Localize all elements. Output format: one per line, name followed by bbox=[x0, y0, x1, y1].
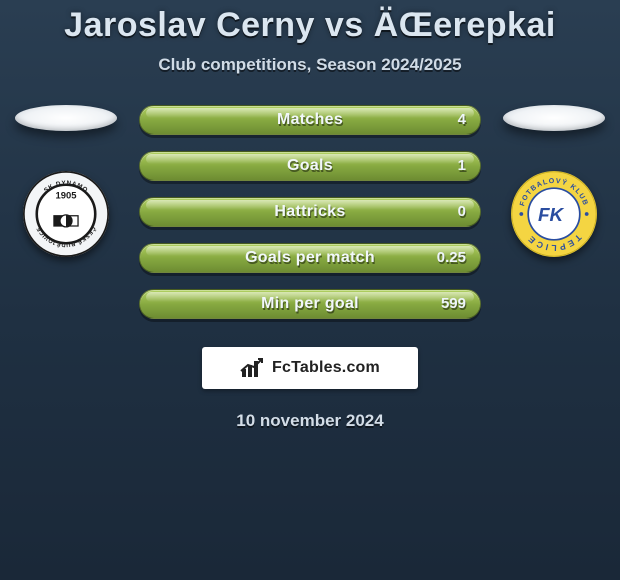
stat-label: Matches bbox=[140, 106, 480, 134]
player-left-avatar-placeholder bbox=[15, 105, 117, 131]
svg-text:1905: 1905 bbox=[55, 191, 76, 202]
svg-text:FK: FK bbox=[538, 205, 565, 226]
stat-label: Hattricks bbox=[140, 198, 480, 226]
bar-chart-icon bbox=[240, 357, 266, 379]
stat-row-hattricks: Hattricks 0 bbox=[139, 197, 481, 227]
stat-label: Min per goal bbox=[140, 290, 480, 318]
stat-row-matches: Matches 4 bbox=[139, 105, 481, 135]
stat-value-right: 599 bbox=[441, 290, 466, 318]
page-subtitle: Club competitions, Season 2024/2025 bbox=[0, 55, 620, 75]
brand-footer-box: FcTables.com bbox=[202, 347, 418, 389]
stat-row-goals: Goals 1 bbox=[139, 151, 481, 181]
stat-row-min-per-goal: Min per goal 599 bbox=[139, 289, 481, 319]
brand-text: FcTables.com bbox=[272, 359, 380, 377]
club-badge-right: FOTBALOVÝ KLUB TEPLICE FK bbox=[511, 171, 597, 257]
stat-label: Goals bbox=[140, 152, 480, 180]
player-right-avatar-placeholder bbox=[503, 105, 605, 131]
player-left-column: 1905 SK DYNAMO ČESKÉ BUDĚJOVICE bbox=[11, 105, 121, 257]
stat-value-right: 1 bbox=[458, 152, 466, 180]
page-title: Jaroslav Cerny vs ÄŒerepkai bbox=[0, 6, 620, 45]
dynamo-badge-icon: 1905 SK DYNAMO ČESKÉ BUDĚJOVICE bbox=[23, 171, 109, 257]
stat-value-right: 0 bbox=[458, 198, 466, 226]
player-right-column: FOTBALOVÝ KLUB TEPLICE FK bbox=[499, 105, 609, 257]
stat-label: Goals per match bbox=[140, 244, 480, 272]
stat-bars: Matches 4 Goals 1 Hattricks 0 Goals per … bbox=[139, 105, 481, 335]
stat-value-right: 4 bbox=[458, 106, 466, 134]
stat-value-right: 0.25 bbox=[437, 244, 466, 272]
club-badge-left: 1905 SK DYNAMO ČESKÉ BUDĚJOVICE bbox=[23, 171, 109, 257]
comparison-row: 1905 SK DYNAMO ČESKÉ BUDĚJOVICE bbox=[0, 105, 620, 335]
stat-row-goals-per-match: Goals per match 0.25 bbox=[139, 243, 481, 273]
footer-date: 10 november 2024 bbox=[0, 411, 620, 431]
teplice-badge-icon: FOTBALOVÝ KLUB TEPLICE FK bbox=[511, 171, 597, 257]
